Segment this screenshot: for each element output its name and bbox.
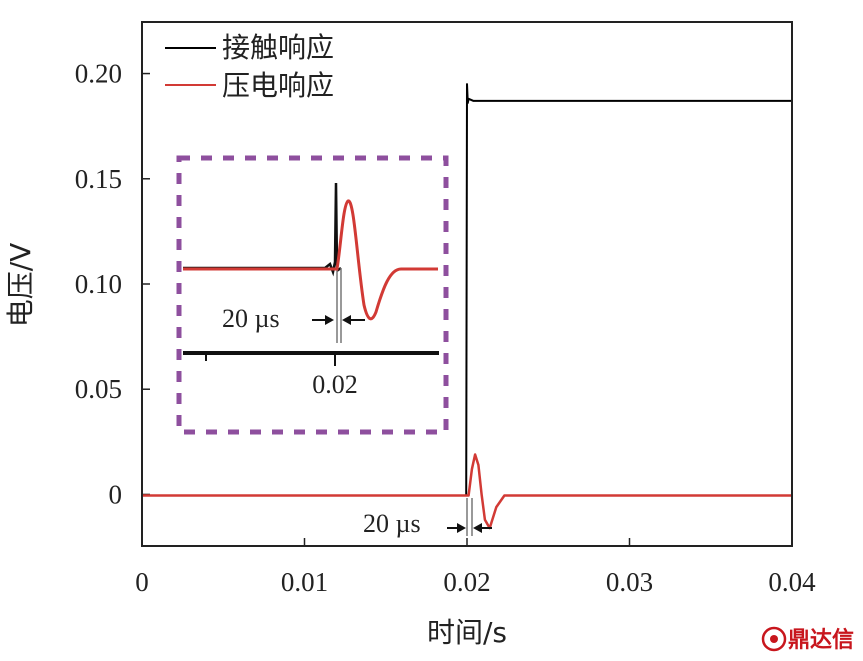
legend-label-piezo: 压电响应 xyxy=(222,69,334,102)
inset-interval-label: 20 µs xyxy=(222,304,280,333)
legend: 接触响应 压电响应 xyxy=(165,31,334,102)
y-tick-label: 0.05 xyxy=(75,374,122,404)
watermark-logo: 鼎达信 xyxy=(761,626,854,653)
interval-label: 20 µs xyxy=(363,509,421,538)
inset-interval-arrowhead xyxy=(342,315,351,325)
inset-piezo-trace xyxy=(183,199,438,321)
interval-arrowhead xyxy=(473,523,482,533)
x-tick-label: 0.04 xyxy=(768,567,816,597)
y-tick-label: 0.10 xyxy=(75,269,122,299)
interval-arrowhead xyxy=(457,523,466,533)
x-tick-label: 0.01 xyxy=(281,567,328,597)
watermark-text: 鼎达信 xyxy=(788,627,854,653)
y-axis-label: 电压/V xyxy=(4,243,37,328)
series-lines xyxy=(142,83,792,530)
inset-border xyxy=(176,155,449,435)
piezo-response-line xyxy=(142,453,792,530)
watermark-icon-dot xyxy=(770,635,778,643)
inset: 0.02 20 µs xyxy=(176,155,449,435)
inset-tick-label: 0.02 xyxy=(312,370,358,399)
inset-interval-arrowhead xyxy=(325,315,334,325)
watermark-icon xyxy=(761,626,787,652)
plot-frame xyxy=(141,21,793,547)
axis-ticks: 0 0.01 0.02 0.03 0.04 0 0.05 0.10 0.15 0.20 xyxy=(75,59,816,597)
legend-label-contact: 接触响应 xyxy=(222,31,334,64)
inset-contact-trace xyxy=(183,182,342,277)
y-tick-label: 0 xyxy=(109,479,123,509)
contact-response-line xyxy=(142,83,792,497)
x-axis-label: 时间/s xyxy=(427,616,507,649)
x-tick-label: 0 xyxy=(135,567,149,597)
x-tick-label: 0.02 xyxy=(443,567,490,597)
y-tick-label: 0.15 xyxy=(75,164,122,194)
y-tick-label: 0.20 xyxy=(75,59,122,89)
x-tick-label: 0.03 xyxy=(606,567,653,597)
main-interval-annotation: 20 µs xyxy=(363,498,492,538)
